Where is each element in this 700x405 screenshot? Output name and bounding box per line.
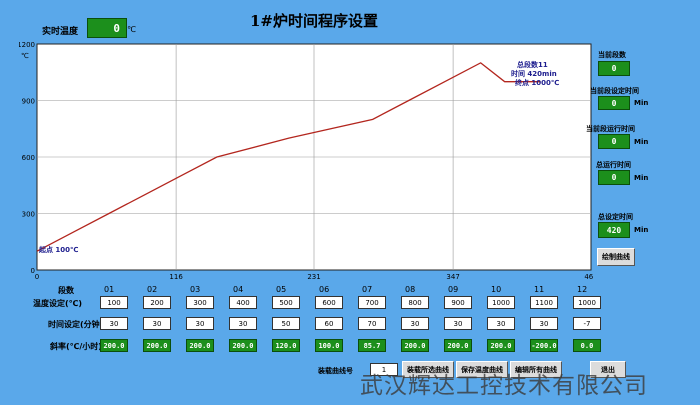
temp-input[interactable]: 300 bbox=[186, 296, 214, 309]
total-set-time-value: 420 bbox=[598, 222, 630, 238]
end-note-line3: 终点 1000℃ bbox=[515, 78, 559, 87]
segment-number: 08 bbox=[405, 285, 416, 294]
temp-input[interactable]: 200 bbox=[143, 296, 171, 309]
time-input[interactable]: 60 bbox=[315, 317, 343, 330]
rate-value: 200.0 bbox=[444, 339, 472, 352]
rate-value: -200.0 bbox=[530, 339, 558, 352]
segment-set-time-unit: Min bbox=[634, 99, 649, 107]
y-tick-label: 1200 bbox=[19, 41, 35, 49]
segment-run-time-label: 当前段运行时间 bbox=[586, 125, 635, 133]
segment-number: 12 bbox=[577, 285, 588, 294]
company-name: 武汉辉达工控技术有限公司 bbox=[360, 373, 648, 399]
time-input[interactable]: 70 bbox=[358, 317, 386, 330]
rate-value: 200.0 bbox=[229, 339, 257, 352]
temp-input[interactable]: 1000 bbox=[573, 296, 601, 309]
y-tick-label: 900 bbox=[22, 98, 35, 106]
total-set-time-label: 总设定时间 bbox=[598, 213, 633, 221]
time-input[interactable]: 30 bbox=[487, 317, 515, 330]
segment-number: 05 bbox=[276, 285, 287, 294]
actual-temp-label: 实时温度 bbox=[42, 27, 79, 37]
actual-temp-unit: ℃ bbox=[127, 25, 136, 34]
segment-number: 06 bbox=[319, 285, 330, 294]
time-input[interactable]: 30 bbox=[100, 317, 128, 330]
temp-input[interactable]: 900 bbox=[444, 296, 472, 309]
rate-value: 200.0 bbox=[487, 339, 515, 352]
x-tick-label: 116 bbox=[169, 273, 183, 281]
segment-number: 09 bbox=[448, 285, 459, 294]
temperature-chart: 1200 900 600 300 0 0 116 231 347 462 ℃ 起点 100℃ 总… bbox=[17, 40, 598, 286]
segment-set-time-value: 0 bbox=[598, 96, 630, 110]
end-note-line2: 时间 420min bbox=[511, 69, 557, 78]
exit-button[interactable]: 退出 bbox=[590, 361, 626, 378]
temp-input[interactable]: 400 bbox=[229, 296, 257, 309]
page-title: 1#炉时间程序设置 bbox=[250, 12, 379, 30]
time-input[interactable]: 30 bbox=[401, 317, 429, 330]
segment-set-time-label: 当前段设定时间 bbox=[590, 87, 639, 95]
temp-input[interactable]: 1100 bbox=[530, 296, 558, 309]
segment-number: 02 bbox=[147, 285, 158, 294]
segment-number: 07 bbox=[362, 285, 373, 294]
rate-value: 200.0 bbox=[186, 339, 214, 352]
total-set-time-unit: Min bbox=[634, 226, 649, 234]
total-run-time-value: 0 bbox=[598, 170, 630, 185]
y-tick-label: 300 bbox=[22, 211, 35, 219]
edit-curves-button[interactable]: 编辑所有曲线 bbox=[510, 361, 562, 378]
x-tick-label: 0 bbox=[35, 273, 39, 281]
time-input[interactable]: 30 bbox=[229, 317, 257, 330]
current-segment-value: 0 bbox=[598, 61, 630, 76]
total-run-time-label: 总运行时间 bbox=[596, 161, 631, 169]
segment-run-time-unit: Min bbox=[634, 138, 649, 146]
temp-input[interactable]: 700 bbox=[358, 296, 386, 309]
time-input[interactable]: -7 bbox=[573, 317, 601, 330]
rate-value: 120.0 bbox=[272, 339, 300, 352]
segment-label: 段数 bbox=[58, 286, 74, 295]
y-tick-labels: 1200 900 600 300 0 bbox=[17, 41, 35, 275]
rate-value: 200.0 bbox=[143, 339, 171, 352]
current-segment-label: 当前段数 bbox=[598, 51, 626, 59]
time-input[interactable]: 30 bbox=[444, 317, 472, 330]
temp-input[interactable]: 500 bbox=[272, 296, 300, 309]
rate-value: 85.7 bbox=[358, 339, 386, 352]
rate-value: 100.0 bbox=[315, 339, 343, 352]
y-unit-label: ℃ bbox=[21, 52, 29, 60]
rate-value: 0.0 bbox=[573, 339, 601, 352]
rate-value: 200.0 bbox=[401, 339, 429, 352]
rate-label: 斜率(℃/小时) bbox=[50, 342, 102, 351]
y-tick-label: 0 bbox=[31, 267, 35, 275]
x-tick-labels: 0 116 231 347 462 bbox=[35, 273, 598, 281]
segment-run-time-value: 0 bbox=[598, 134, 630, 149]
save-curve-button[interactable]: 保存温度曲线 bbox=[456, 361, 508, 378]
temperature-curve bbox=[36, 62, 541, 252]
start-note: 起点 100℃ bbox=[38, 245, 79, 254]
grid bbox=[37, 44, 591, 270]
time-setting-label: 时间设定(分钟) bbox=[48, 320, 104, 329]
time-input[interactable]: 30 bbox=[143, 317, 171, 330]
temp-input[interactable]: 800 bbox=[401, 296, 429, 309]
segment-number: 10 bbox=[491, 285, 502, 294]
load-curve-button[interactable]: 装载所选曲线 bbox=[402, 361, 454, 378]
x-tick-label: 462 bbox=[584, 273, 593, 281]
end-note-line1: 总段数11 bbox=[517, 60, 548, 69]
segment-number: 11 bbox=[534, 285, 545, 294]
y-tick-label: 600 bbox=[22, 154, 35, 162]
time-input[interactable]: 50 bbox=[272, 317, 300, 330]
time-input[interactable]: 30 bbox=[186, 317, 214, 330]
curve-no-input[interactable]: 1 bbox=[370, 363, 398, 376]
x-tick-label: 347 bbox=[446, 273, 459, 281]
temp-input[interactable]: 1000 bbox=[487, 296, 515, 309]
x-tick-label: 231 bbox=[307, 273, 320, 281]
temp-setting-label: 温度设定(℃) bbox=[33, 299, 82, 308]
segment-number: 01 bbox=[104, 285, 115, 294]
time-input[interactable]: 30 bbox=[530, 317, 558, 330]
temp-input[interactable]: 600 bbox=[315, 296, 343, 309]
curve-no-label: 装载曲线号 bbox=[318, 367, 353, 375]
segment-number: 04 bbox=[233, 285, 244, 294]
chart-svg: 1200 900 600 300 0 0 116 231 347 462 ℃ 起点 100℃ 总… bbox=[17, 41, 598, 281]
segment-number: 03 bbox=[190, 285, 201, 294]
rate-value: 200.0 bbox=[100, 339, 128, 352]
actual-temp-value: 0 bbox=[87, 18, 127, 38]
draw-curve-button[interactable]: 绘制曲线 bbox=[597, 248, 635, 266]
total-run-time-unit: Min bbox=[634, 174, 649, 182]
temp-input[interactable]: 100 bbox=[100, 296, 128, 309]
